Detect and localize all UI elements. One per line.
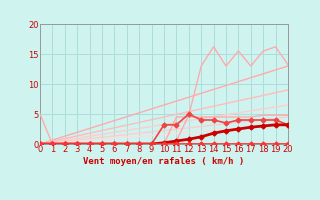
X-axis label: Vent moyen/en rafales ( km/h ): Vent moyen/en rafales ( km/h ): [84, 157, 244, 166]
